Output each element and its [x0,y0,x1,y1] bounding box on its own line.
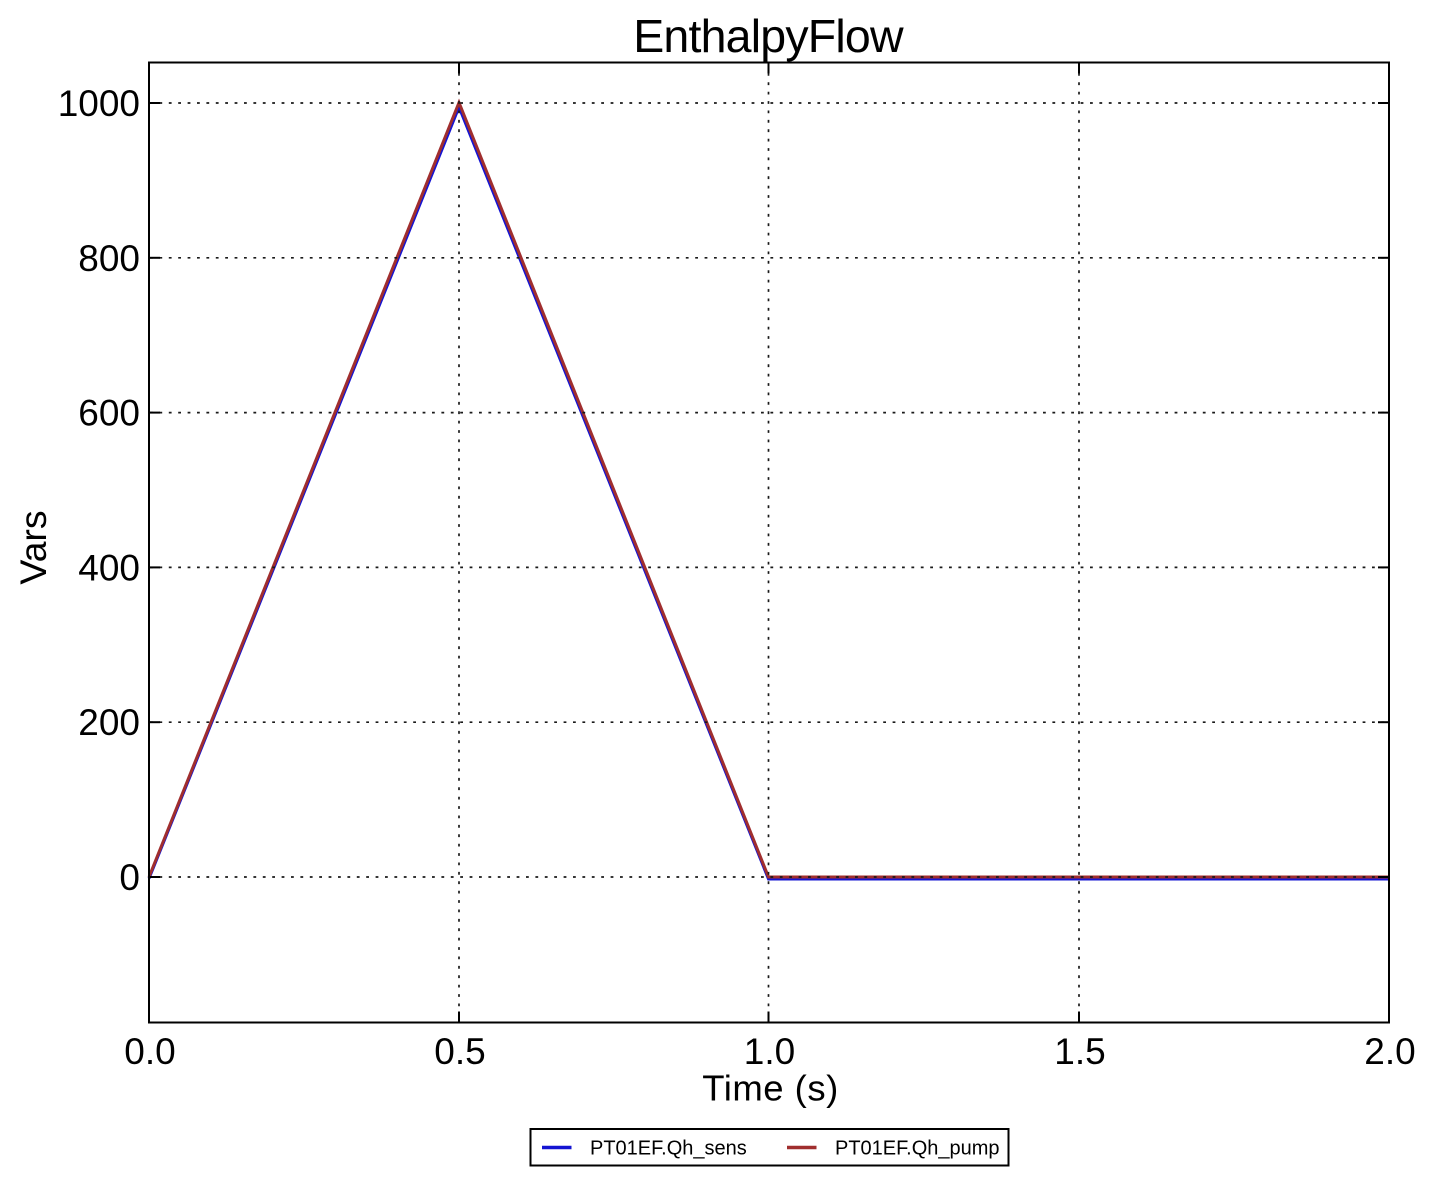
svg-text:EnthalpyFlow: EnthalpyFlow [633,10,904,62]
svg-text:Time (s): Time (s) [702,1068,838,1109]
svg-text:200: 200 [78,702,140,743]
svg-text:1.5: 1.5 [1054,1031,1105,1072]
svg-text:600: 600 [78,393,140,434]
svg-text:800: 800 [78,238,140,279]
svg-text:0.0: 0.0 [124,1031,175,1072]
svg-text:Vars: Vars [12,510,54,584]
svg-text:1000: 1000 [58,83,140,124]
svg-text:PT01EF.Qh_sens: PT01EF.Qh_sens [590,1138,747,1160]
svg-text:400: 400 [78,547,140,588]
svg-text:PT01EF.Qh_pump: PT01EF.Qh_pump [835,1138,1000,1160]
svg-text:0.5: 0.5 [434,1031,485,1072]
svg-text:2.0: 2.0 [1364,1031,1415,1072]
svg-text:1.0: 1.0 [744,1031,795,1072]
svg-text:0: 0 [119,857,140,898]
